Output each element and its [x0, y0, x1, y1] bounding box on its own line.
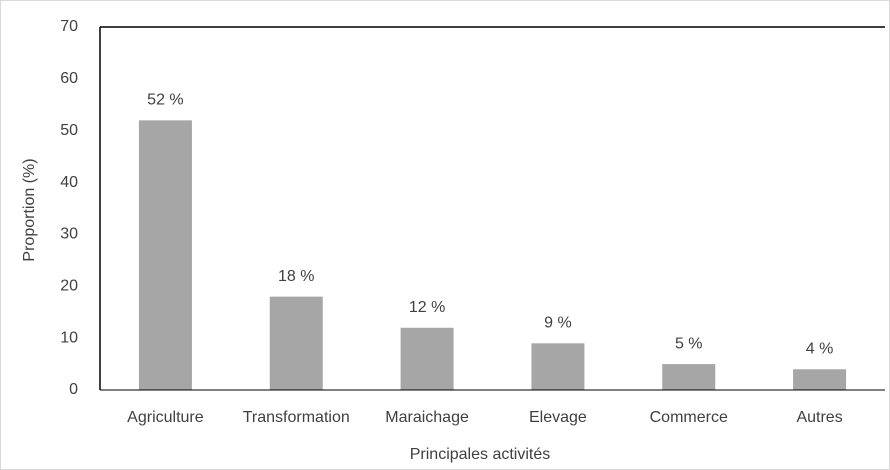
- y-tick-label: 40: [60, 174, 78, 191]
- y-tick-label: 60: [60, 70, 78, 87]
- data-label: 4 %: [806, 340, 834, 357]
- y-tick-label: 50: [60, 122, 78, 139]
- x-tick-label: Autres: [796, 409, 842, 426]
- data-label: 5 %: [675, 335, 703, 352]
- y-axis-label: Proportion (%): [21, 158, 38, 261]
- bar: [793, 369, 847, 390]
- bar: [269, 296, 323, 390]
- x-tick-label: Commerce: [650, 409, 728, 426]
- y-tick-label: 0: [69, 381, 78, 398]
- bar: [138, 120, 192, 390]
- bar: [662, 364, 716, 390]
- bar: [531, 343, 585, 390]
- x-tick-label: Agriculture: [127, 409, 204, 426]
- data-label: 18 %: [278, 268, 314, 285]
- x-tick-label: Transformation: [243, 409, 350, 426]
- y-tick-label: 20: [60, 278, 78, 295]
- bar: [400, 327, 454, 390]
- y-tick-label: 30: [60, 226, 78, 243]
- x-tick-label: Maraichage: [385, 409, 469, 426]
- x-axis-label: Principales activités: [410, 446, 551, 463]
- y-tick-label: 10: [60, 329, 78, 346]
- x-tick-label: Elevage: [529, 409, 587, 426]
- y-tick-label: 70: [60, 18, 78, 35]
- data-label: 12 %: [409, 299, 445, 316]
- data-label: 9 %: [544, 315, 572, 332]
- data-label: 52 %: [147, 92, 183, 109]
